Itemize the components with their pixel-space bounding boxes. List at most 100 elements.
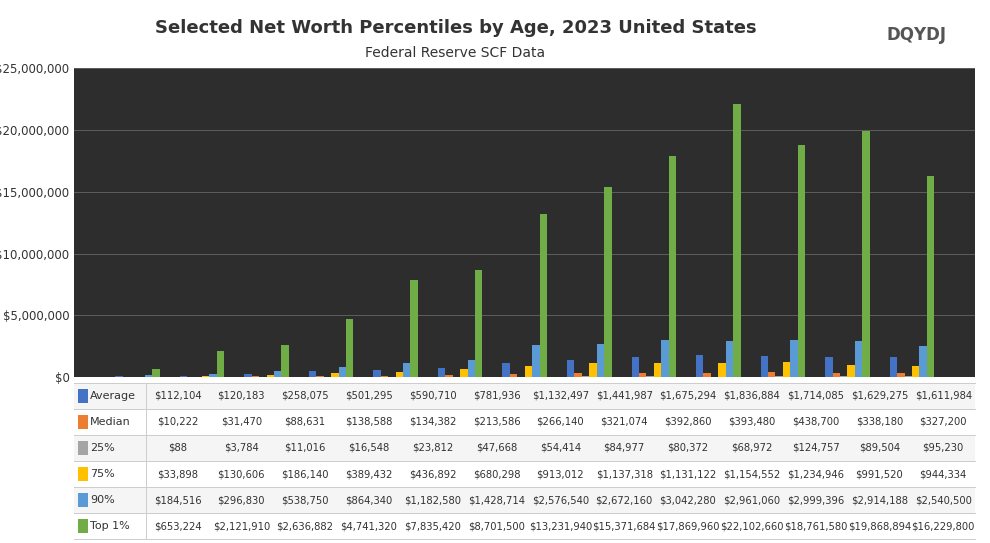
Text: $4,741,320: $4,741,320 [341,521,397,531]
Text: $2,672,160: $2,672,160 [596,495,652,505]
Text: $321,074: $321,074 [600,417,647,427]
Bar [632,357,639,377]
Text: Federal Reserve SCF Data: Federal Reserve SCF Data [365,46,545,60]
Bar [467,359,475,377]
Bar [726,340,734,377]
Text: $89,504: $89,504 [859,443,900,453]
Text: $393,480: $393,480 [729,417,775,427]
Text: $266,140: $266,140 [537,417,584,427]
Text: $258,075: $258,075 [281,391,329,401]
Text: $84,977: $84,977 [604,443,644,453]
Text: $54,414: $54,414 [540,443,581,453]
Bar [396,372,403,377]
Text: $88: $88 [168,443,187,453]
Text: $338,180: $338,180 [855,417,903,427]
Text: $680,298: $680,298 [473,469,521,479]
Text: $501,295: $501,295 [345,391,393,401]
Text: $781,936: $781,936 [472,391,521,401]
Bar [532,345,540,377]
Bar [373,370,381,377]
Bar [567,359,574,377]
Text: $19,868,894: $19,868,894 [847,521,911,531]
Bar [840,376,847,377]
Bar [639,372,646,377]
Text: $10,222: $10,222 [156,417,198,427]
Bar [798,145,805,377]
Text: $1,629,275: $1,629,275 [850,391,908,401]
Text: Selected Net Worth Percentiles by Age, 2023 United States: Selected Net Worth Percentiles by Age, 2… [154,19,756,37]
Bar [403,363,411,377]
Bar [217,351,225,377]
Bar [825,357,833,377]
Bar [245,374,251,377]
Text: $2,636,882: $2,636,882 [276,521,334,531]
Bar [411,280,418,377]
Text: $138,588: $138,588 [346,417,393,427]
Text: $16,229,800: $16,229,800 [912,521,975,531]
Text: $653,224: $653,224 [153,521,201,531]
Bar [274,371,281,377]
Text: $134,382: $134,382 [409,417,456,427]
Text: $11,016: $11,016 [284,443,326,453]
Bar [339,367,346,377]
Bar [711,376,719,377]
Bar [525,366,532,377]
Text: $436,892: $436,892 [409,469,456,479]
Bar [775,376,783,377]
Text: $327,200: $327,200 [920,417,967,427]
Text: $392,860: $392,860 [664,417,712,427]
Bar [346,319,353,377]
Bar [540,213,546,377]
Bar [783,362,790,377]
Bar [890,357,897,377]
Bar [833,373,840,377]
Bar [604,187,612,377]
Bar [696,355,704,377]
Text: $95,230: $95,230 [923,443,964,453]
Bar [281,345,289,377]
Bar [905,376,912,377]
Text: $47,668: $47,668 [476,443,517,453]
Text: $944,334: $944,334 [920,469,967,479]
Text: $991,520: $991,520 [855,469,903,479]
Text: $186,140: $186,140 [281,469,329,479]
Text: $538,750: $538,750 [281,495,329,505]
Bar [597,344,604,377]
Bar [331,372,339,377]
Bar [309,371,316,377]
Bar [438,368,446,377]
Text: $184,516: $184,516 [153,495,201,505]
Bar [115,376,123,377]
Text: $2,914,188: $2,914,188 [851,495,908,505]
Text: $17,869,960: $17,869,960 [656,521,720,531]
Bar [668,156,676,377]
Text: $8,701,500: $8,701,500 [468,521,525,531]
Text: $3,042,280: $3,042,280 [659,495,717,505]
Text: $124,757: $124,757 [792,443,840,453]
Bar [704,372,711,377]
Bar [145,375,152,377]
Bar [862,131,869,377]
Text: $2,999,396: $2,999,396 [787,495,844,505]
Bar [210,374,217,377]
Text: $1,611,984: $1,611,984 [915,391,972,401]
Text: $68,972: $68,972 [731,443,772,453]
Bar [719,363,726,377]
Text: DQYDJ: DQYDJ [886,26,946,44]
Text: $213,586: $213,586 [472,417,521,427]
Bar [589,363,597,377]
Bar [927,176,935,377]
Text: $1,137,318: $1,137,318 [596,469,652,479]
Bar [847,365,854,377]
Text: $31,470: $31,470 [221,417,261,427]
Text: Median: Median [90,417,131,427]
Bar [790,340,798,377]
Bar [510,374,518,377]
Text: 75%: 75% [90,469,115,479]
Text: $1,428,714: $1,428,714 [468,495,525,505]
Text: $80,372: $80,372 [667,443,709,453]
Text: $22,102,660: $22,102,660 [720,521,783,531]
Text: $16,548: $16,548 [348,443,389,453]
Text: $913,012: $913,012 [537,469,584,479]
Text: $1,675,294: $1,675,294 [659,391,717,401]
